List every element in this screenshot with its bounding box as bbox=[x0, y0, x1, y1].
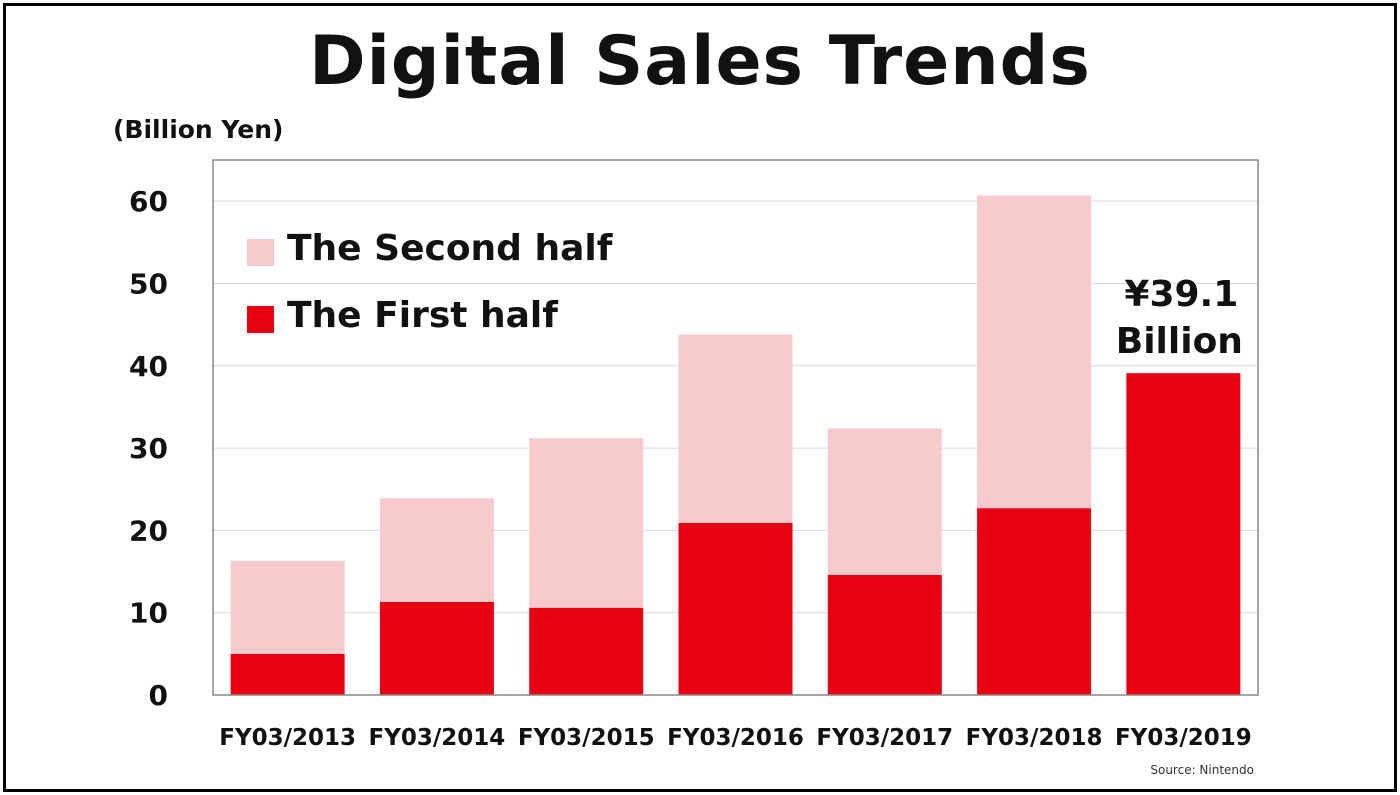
y-tick-labels: 0 10 20 30 40 50 60 bbox=[129, 185, 168, 712]
bar-second-half bbox=[230, 560, 345, 654]
x-tick-label: FY03/2015 bbox=[518, 725, 655, 751]
bar-second-half bbox=[827, 428, 942, 575]
bar-first-half bbox=[379, 601, 494, 695]
plot-border bbox=[212, 159, 1259, 696]
x-tick-label: FY03/2016 bbox=[667, 725, 804, 751]
y-tick-label: 0 bbox=[149, 679, 168, 712]
y-tick-label: 20 bbox=[129, 514, 168, 547]
bar-second-half bbox=[529, 438, 644, 608]
bars bbox=[230, 195, 1241, 695]
annotation-unit: Billion bbox=[1116, 321, 1243, 362]
bar-second-half bbox=[678, 334, 793, 523]
y-axis-unit-label: (Billion Yen) bbox=[113, 115, 284, 144]
legend-swatch-second-half bbox=[247, 239, 274, 266]
y-tick-label: 60 bbox=[129, 185, 168, 218]
legend: The Second half The First half bbox=[247, 228, 613, 336]
y-tick-label: 30 bbox=[129, 432, 168, 465]
bar-second-half bbox=[977, 195, 1092, 509]
bar-first-half bbox=[678, 522, 793, 695]
chart-title: Digital Sales Trends bbox=[309, 22, 1091, 101]
annotation-value: ¥39.1 bbox=[1124, 274, 1238, 315]
source-note: Source: Nintendo bbox=[1150, 763, 1254, 777]
x-tick-label: FY03/2013 bbox=[219, 725, 356, 751]
x-tick-label: FY03/2019 bbox=[1115, 725, 1252, 751]
y-tick-label: 50 bbox=[129, 267, 168, 300]
legend-label-first-half: The First half bbox=[287, 295, 558, 336]
bar-first-half bbox=[977, 508, 1092, 695]
x-tick-labels: FY03/2013 FY03/2014 FY03/2015 FY03/2016 FY03… bbox=[219, 725, 1252, 751]
y-tick-label: 40 bbox=[129, 350, 168, 383]
bar-first-half bbox=[230, 653, 345, 695]
y-tick-label: 10 bbox=[129, 597, 168, 630]
x-tick-label: FY03/2018 bbox=[966, 725, 1103, 751]
bar-first-half bbox=[827, 574, 942, 695]
x-tick-label: FY03/2014 bbox=[369, 725, 506, 751]
bar-second-half bbox=[379, 498, 494, 602]
annotation: ¥39.1 Billion bbox=[1116, 274, 1243, 362]
x-tick-label: FY03/2017 bbox=[816, 725, 953, 751]
bar-first-half bbox=[529, 607, 644, 695]
bar-first-half bbox=[1126, 373, 1241, 695]
legend-swatch-first-half bbox=[247, 306, 274, 333]
legend-label-second-half: The Second half bbox=[287, 228, 613, 269]
